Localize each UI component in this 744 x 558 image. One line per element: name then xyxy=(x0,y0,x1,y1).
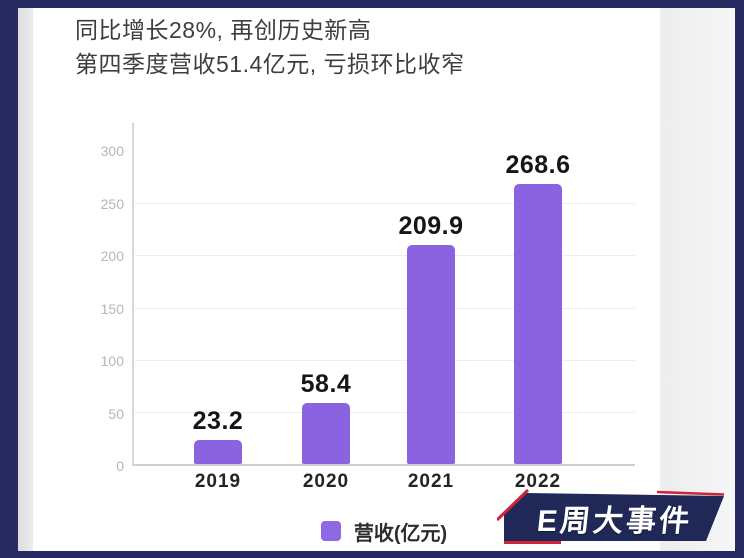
bar-group-2019: 23.2 xyxy=(170,151,266,464)
watermark-text: E周大事件 xyxy=(535,505,694,538)
banner-accent-topright xyxy=(656,490,725,496)
gridline-200 xyxy=(135,255,635,257)
headline-line-2: 第四季度营收51.4亿元, 亏损环比收窄 xyxy=(75,51,465,77)
y-tick: 150 xyxy=(100,300,124,317)
x-label-2019: 2019 xyxy=(194,471,242,492)
legend-label: 营收(亿元) xyxy=(353,522,448,545)
gridline-250 xyxy=(135,203,635,205)
headline-line-1: 同比增长28%, 再创历史新高 xyxy=(75,17,372,43)
bar-value-label: 268.6 xyxy=(505,150,571,179)
bar-chart-plot-area: 23.2 58.4 209.9 268.6 xyxy=(133,151,635,464)
x-label-2021: 2021 xyxy=(407,471,455,492)
bar-2022 xyxy=(514,183,562,464)
y-tick: 300 xyxy=(100,143,124,159)
y-tick: 0 xyxy=(116,458,124,474)
gridline-50 xyxy=(135,411,635,413)
x-label-2020: 2020 xyxy=(302,471,350,492)
bar-2020 xyxy=(302,403,350,464)
x-label-2022: 2022 xyxy=(514,471,562,492)
bar-group-2022: 268.6 xyxy=(490,151,586,464)
y-tick: 200 xyxy=(100,248,124,264)
y-tick: 50 xyxy=(108,405,124,422)
chart-legend: 营收(亿元) xyxy=(133,519,635,545)
watermark-banner xyxy=(497,488,725,544)
gridline-150 xyxy=(135,307,635,309)
bar-2019 xyxy=(194,439,242,464)
bar-group-2021: 209.9 xyxy=(383,151,479,464)
bar-value-label: 58.4 xyxy=(300,370,352,399)
bar-value-label: 209.9 xyxy=(398,212,464,241)
x-axis-labels: 2019 2020 2021 2022 xyxy=(133,471,635,493)
legend-swatch xyxy=(320,521,341,541)
banner-shape xyxy=(504,493,724,541)
y-axis-tick-labels: 300 250 200 150 100 50 0 xyxy=(58,144,124,473)
banner-accent-topleft xyxy=(497,488,530,522)
y-tick: 250 xyxy=(100,195,124,212)
bar-group-2020: 58.4 xyxy=(278,151,374,464)
bar-2021 xyxy=(407,245,455,464)
x-axis-line xyxy=(133,464,635,466)
bar-value-label: 23.2 xyxy=(192,406,244,435)
gridline-100 xyxy=(135,359,635,361)
y-tick: 100 xyxy=(100,353,124,369)
y-axis-line xyxy=(132,123,134,466)
